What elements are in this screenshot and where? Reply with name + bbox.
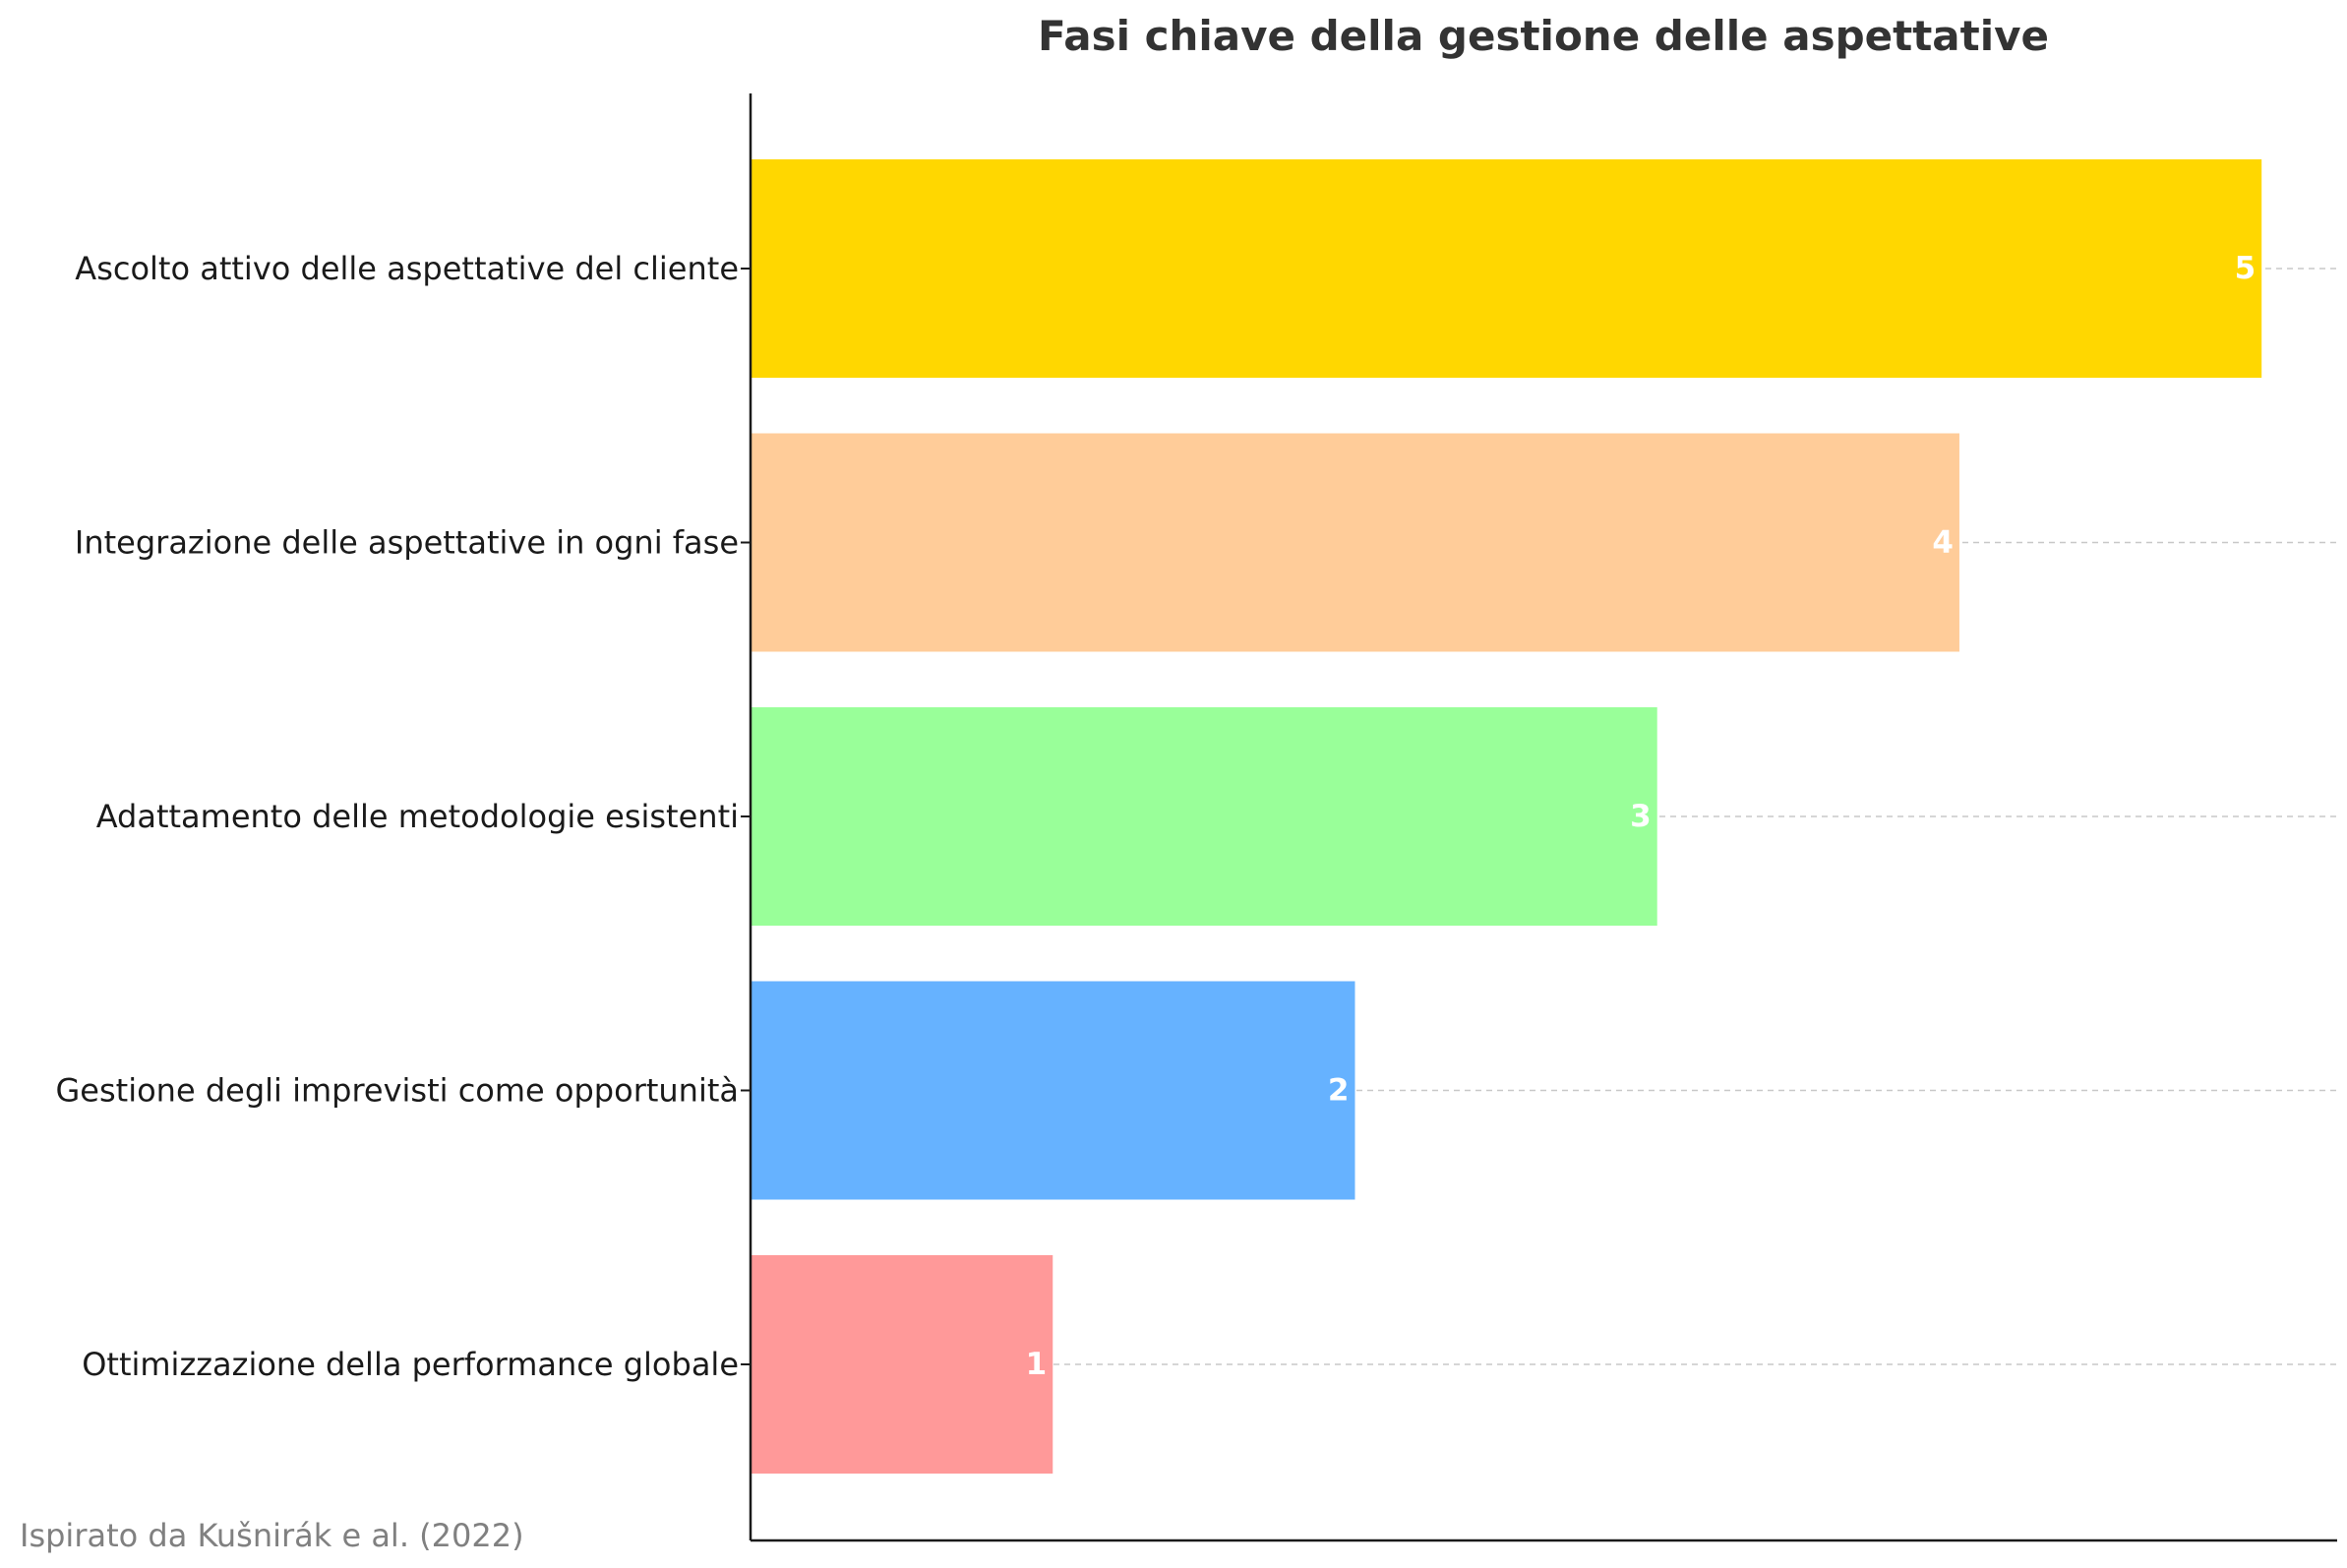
value-label: 3 xyxy=(1630,799,1652,834)
source-annotation: Ispirato da Kušnirák e al. (2022) xyxy=(20,1517,524,1554)
bar xyxy=(751,981,1355,1200)
label-layer: Ascolto attivo delle aspettative del cli… xyxy=(56,250,2257,1383)
bar xyxy=(751,159,2262,378)
chart-title: Fasi chiave della gestione delle aspetta… xyxy=(1038,12,2049,60)
category-label: Ascolto attivo delle aspettative del cli… xyxy=(75,250,739,287)
bar-layer xyxy=(751,159,2262,1474)
bar xyxy=(751,707,1657,926)
category-label: Gestione degli imprevisti come opportuni… xyxy=(56,1072,740,1110)
bar xyxy=(751,1255,1053,1474)
value-label: 1 xyxy=(1026,1347,1048,1382)
category-label: Integrazione delle aspettative in ogni f… xyxy=(75,524,739,562)
category-label: Adattamento delle metodologie esistenti xyxy=(96,798,739,835)
value-label: 2 xyxy=(1328,1073,1350,1109)
tick-layer xyxy=(741,268,751,1365)
category-label: Ottimizzazione della performance globale xyxy=(82,1346,739,1383)
bar xyxy=(751,433,1959,652)
value-label: 4 xyxy=(1932,525,1954,561)
value-label: 5 xyxy=(2235,251,2257,286)
